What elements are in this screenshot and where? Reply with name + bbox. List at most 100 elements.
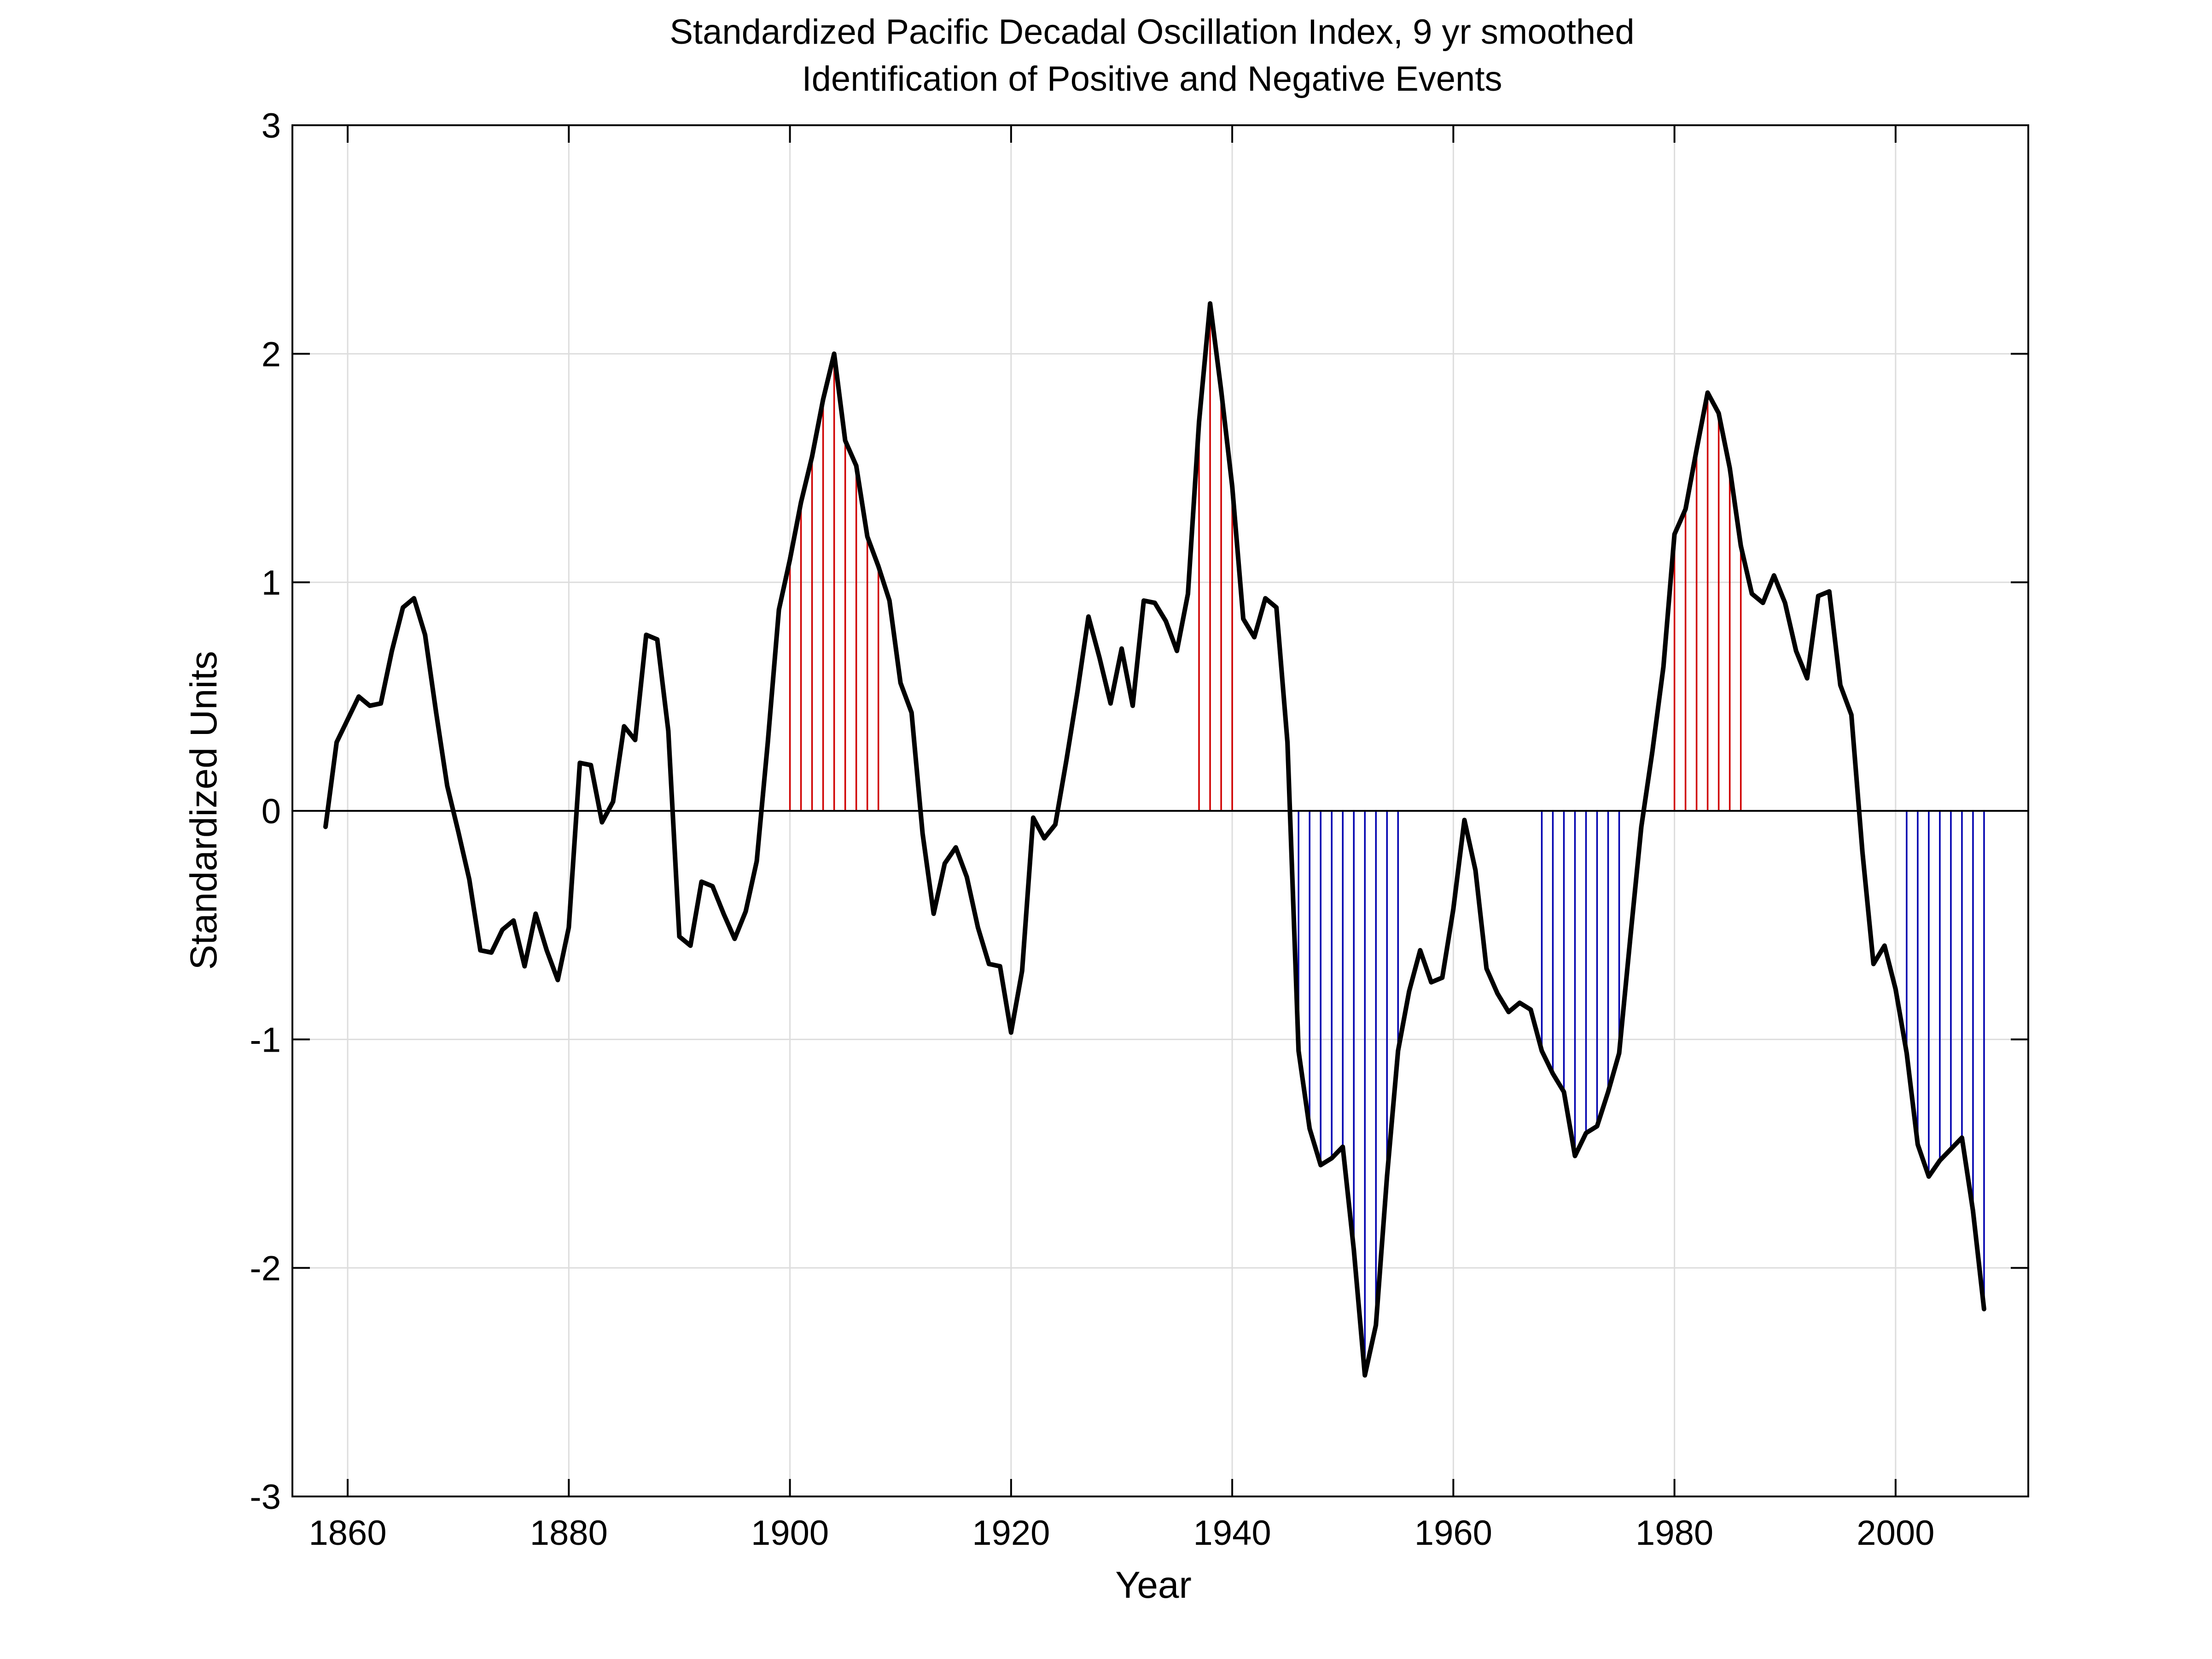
pdo-point	[1043, 837, 1045, 839]
x-tick-label: 1940	[1193, 1513, 1271, 1553]
pdo-point	[1839, 684, 1841, 687]
pdo-point	[1353, 1248, 1355, 1251]
pdo-point	[1817, 595, 1819, 597]
pdo-point	[955, 846, 957, 849]
pdo-point	[1938, 1159, 1941, 1162]
pdo-point	[1585, 1132, 1587, 1134]
pdo-point	[601, 821, 603, 823]
pdo-point	[1419, 949, 1421, 951]
pdo-point	[413, 597, 415, 600]
pdo-point	[1386, 1176, 1388, 1178]
pdo-point	[347, 718, 349, 721]
pdo-point	[1286, 741, 1289, 744]
pdo-point	[888, 600, 891, 602]
pdo-point	[468, 878, 471, 880]
pdo-point	[1883, 944, 1886, 947]
pdo-point	[1320, 1164, 1322, 1166]
pdo-point	[1364, 1374, 1366, 1376]
pdo-point	[844, 439, 846, 442]
pdo-point	[1673, 533, 1676, 536]
pdo-point	[1010, 1031, 1012, 1034]
pdo-point	[1165, 620, 1167, 623]
event-stems	[789, 303, 1985, 1375]
x-tick-label: 1980	[1636, 1513, 1713, 1553]
y-tick-label: -2	[250, 1249, 281, 1288]
pdo-point	[656, 638, 658, 640]
pdo-point	[1927, 1176, 1930, 1178]
pdo-point	[822, 398, 824, 401]
pdo-point	[358, 695, 360, 698]
pdo-point	[645, 634, 647, 636]
pdo-point	[1651, 750, 1653, 752]
pdo-point	[1120, 647, 1123, 650]
pdo-point	[1784, 602, 1786, 604]
pdo-point	[966, 876, 968, 878]
pdo-point	[1452, 908, 1455, 910]
pdo-point	[1640, 826, 1642, 828]
pdo-point	[1375, 1324, 1377, 1326]
pdo-point	[1861, 851, 1863, 853]
pdo-point	[1717, 412, 1720, 414]
y-tick-label: 1	[262, 564, 281, 603]
pdo-point	[1762, 602, 1764, 604]
chart-subtitle: Identification of Positive and Negative …	[802, 59, 1502, 99]
x-tick-label: 1960	[1415, 1513, 1492, 1553]
pdo-point	[380, 702, 382, 704]
pdo-point	[612, 801, 614, 803]
pdo-point	[866, 536, 868, 538]
pdo-point	[1474, 869, 1477, 872]
pdo-point	[1552, 1072, 1554, 1075]
pdo-point	[512, 920, 515, 922]
pdo-point	[1109, 702, 1112, 704]
pdo-point	[524, 965, 526, 967]
pdo-point	[1441, 977, 1444, 979]
x-tick-label: 1860	[309, 1513, 387, 1553]
pdo-point	[1231, 485, 1234, 488]
pdo-point	[1485, 967, 1488, 970]
pdo-point	[855, 465, 857, 467]
pdo-point	[1264, 597, 1267, 600]
pdo-point	[369, 704, 371, 707]
pdo-point	[877, 565, 879, 567]
pdo-point	[1242, 618, 1245, 620]
pdo-point	[1463, 819, 1466, 821]
pdo-point	[1541, 1050, 1543, 1052]
pdo-point	[1131, 704, 1134, 707]
pdo-point	[1153, 602, 1156, 604]
y-tick-label: -3	[250, 1478, 281, 1517]
pdo-point	[1740, 545, 1742, 547]
pdo-point	[501, 929, 504, 931]
pdo-point	[546, 949, 548, 951]
pdo-point	[1706, 391, 1709, 394]
pdo-point	[1916, 1143, 1919, 1146]
pdo-point	[1872, 963, 1874, 965]
pdo-point	[1596, 1125, 1598, 1127]
pdo-point	[1961, 1136, 1963, 1139]
pdo-point	[535, 913, 537, 915]
pdo-point	[623, 725, 625, 728]
pdo-point	[910, 711, 913, 714]
pdo-point	[1894, 988, 1897, 990]
pdo-point	[1209, 303, 1211, 305]
pdo-point	[1607, 1091, 1609, 1093]
pdo-point	[977, 926, 979, 929]
pdo-point	[678, 935, 681, 937]
pdo-point	[778, 609, 780, 611]
pdo-point	[1983, 1308, 1985, 1310]
pdo-point	[435, 711, 437, 714]
pdo-point	[1684, 508, 1687, 510]
pdo-point	[921, 832, 924, 835]
pdo-point	[1751, 593, 1753, 595]
x-tick-label: 1920	[972, 1513, 1050, 1553]
pdo-point	[1176, 650, 1178, 652]
x-tick-label: 1900	[751, 1513, 829, 1553]
pdo-point	[700, 880, 703, 883]
pdo-point	[811, 455, 813, 458]
pdo-point	[1054, 823, 1056, 826]
pdo-point	[667, 730, 669, 732]
pdo-point	[336, 741, 338, 744]
pdo-point	[479, 949, 482, 951]
pdo-point	[1806, 677, 1808, 680]
